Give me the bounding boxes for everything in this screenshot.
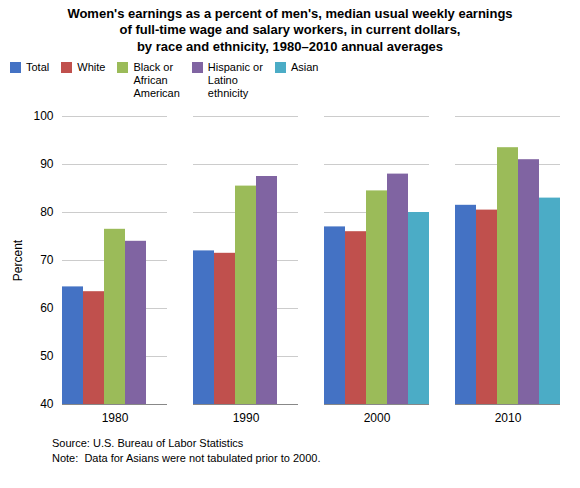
html-text:Black or African American: Black or African American — [133, 60, 180, 100]
html-text:White: White — [77, 60, 106, 73]
svg-text:50: 50 — [40, 350, 54, 364]
svg-text:80: 80 — [40, 206, 54, 220]
svg-text:90: 90 — [40, 158, 54, 172]
svg-text:40: 40 — [40, 398, 54, 412]
svg-text:2010: 2010 — [495, 411, 522, 425]
svg-text:1990: 1990 — [233, 411, 260, 425]
svg-text:70: 70 — [40, 254, 54, 268]
html-text:Total: Total — [26, 60, 50, 73]
html-text:Source: U.S. Bureau of Labor S: Source: U.S. Bureau of Labor Statistics — [52, 437, 244, 450]
svg-text:2000: 2000 — [364, 411, 391, 425]
svg-text:Percent: Percent — [11, 239, 25, 281]
svg-text:100: 100 — [33, 110, 53, 124]
html-text:Note: Data for Asians were not: Note: Data for Asians were not tabulated… — [52, 451, 321, 464]
html-text:Asian: Asian — [290, 60, 319, 73]
svg-text:1980: 1980 — [102, 411, 129, 425]
html-text:Hispanic or Latino ethnicity: Hispanic or Latino ethnicity — [207, 60, 263, 100]
html-text:Women's earnings as a percent: Women's earnings as a percent of men's, … — [67, 6, 513, 54]
svg-text:60: 60 — [40, 302, 54, 316]
